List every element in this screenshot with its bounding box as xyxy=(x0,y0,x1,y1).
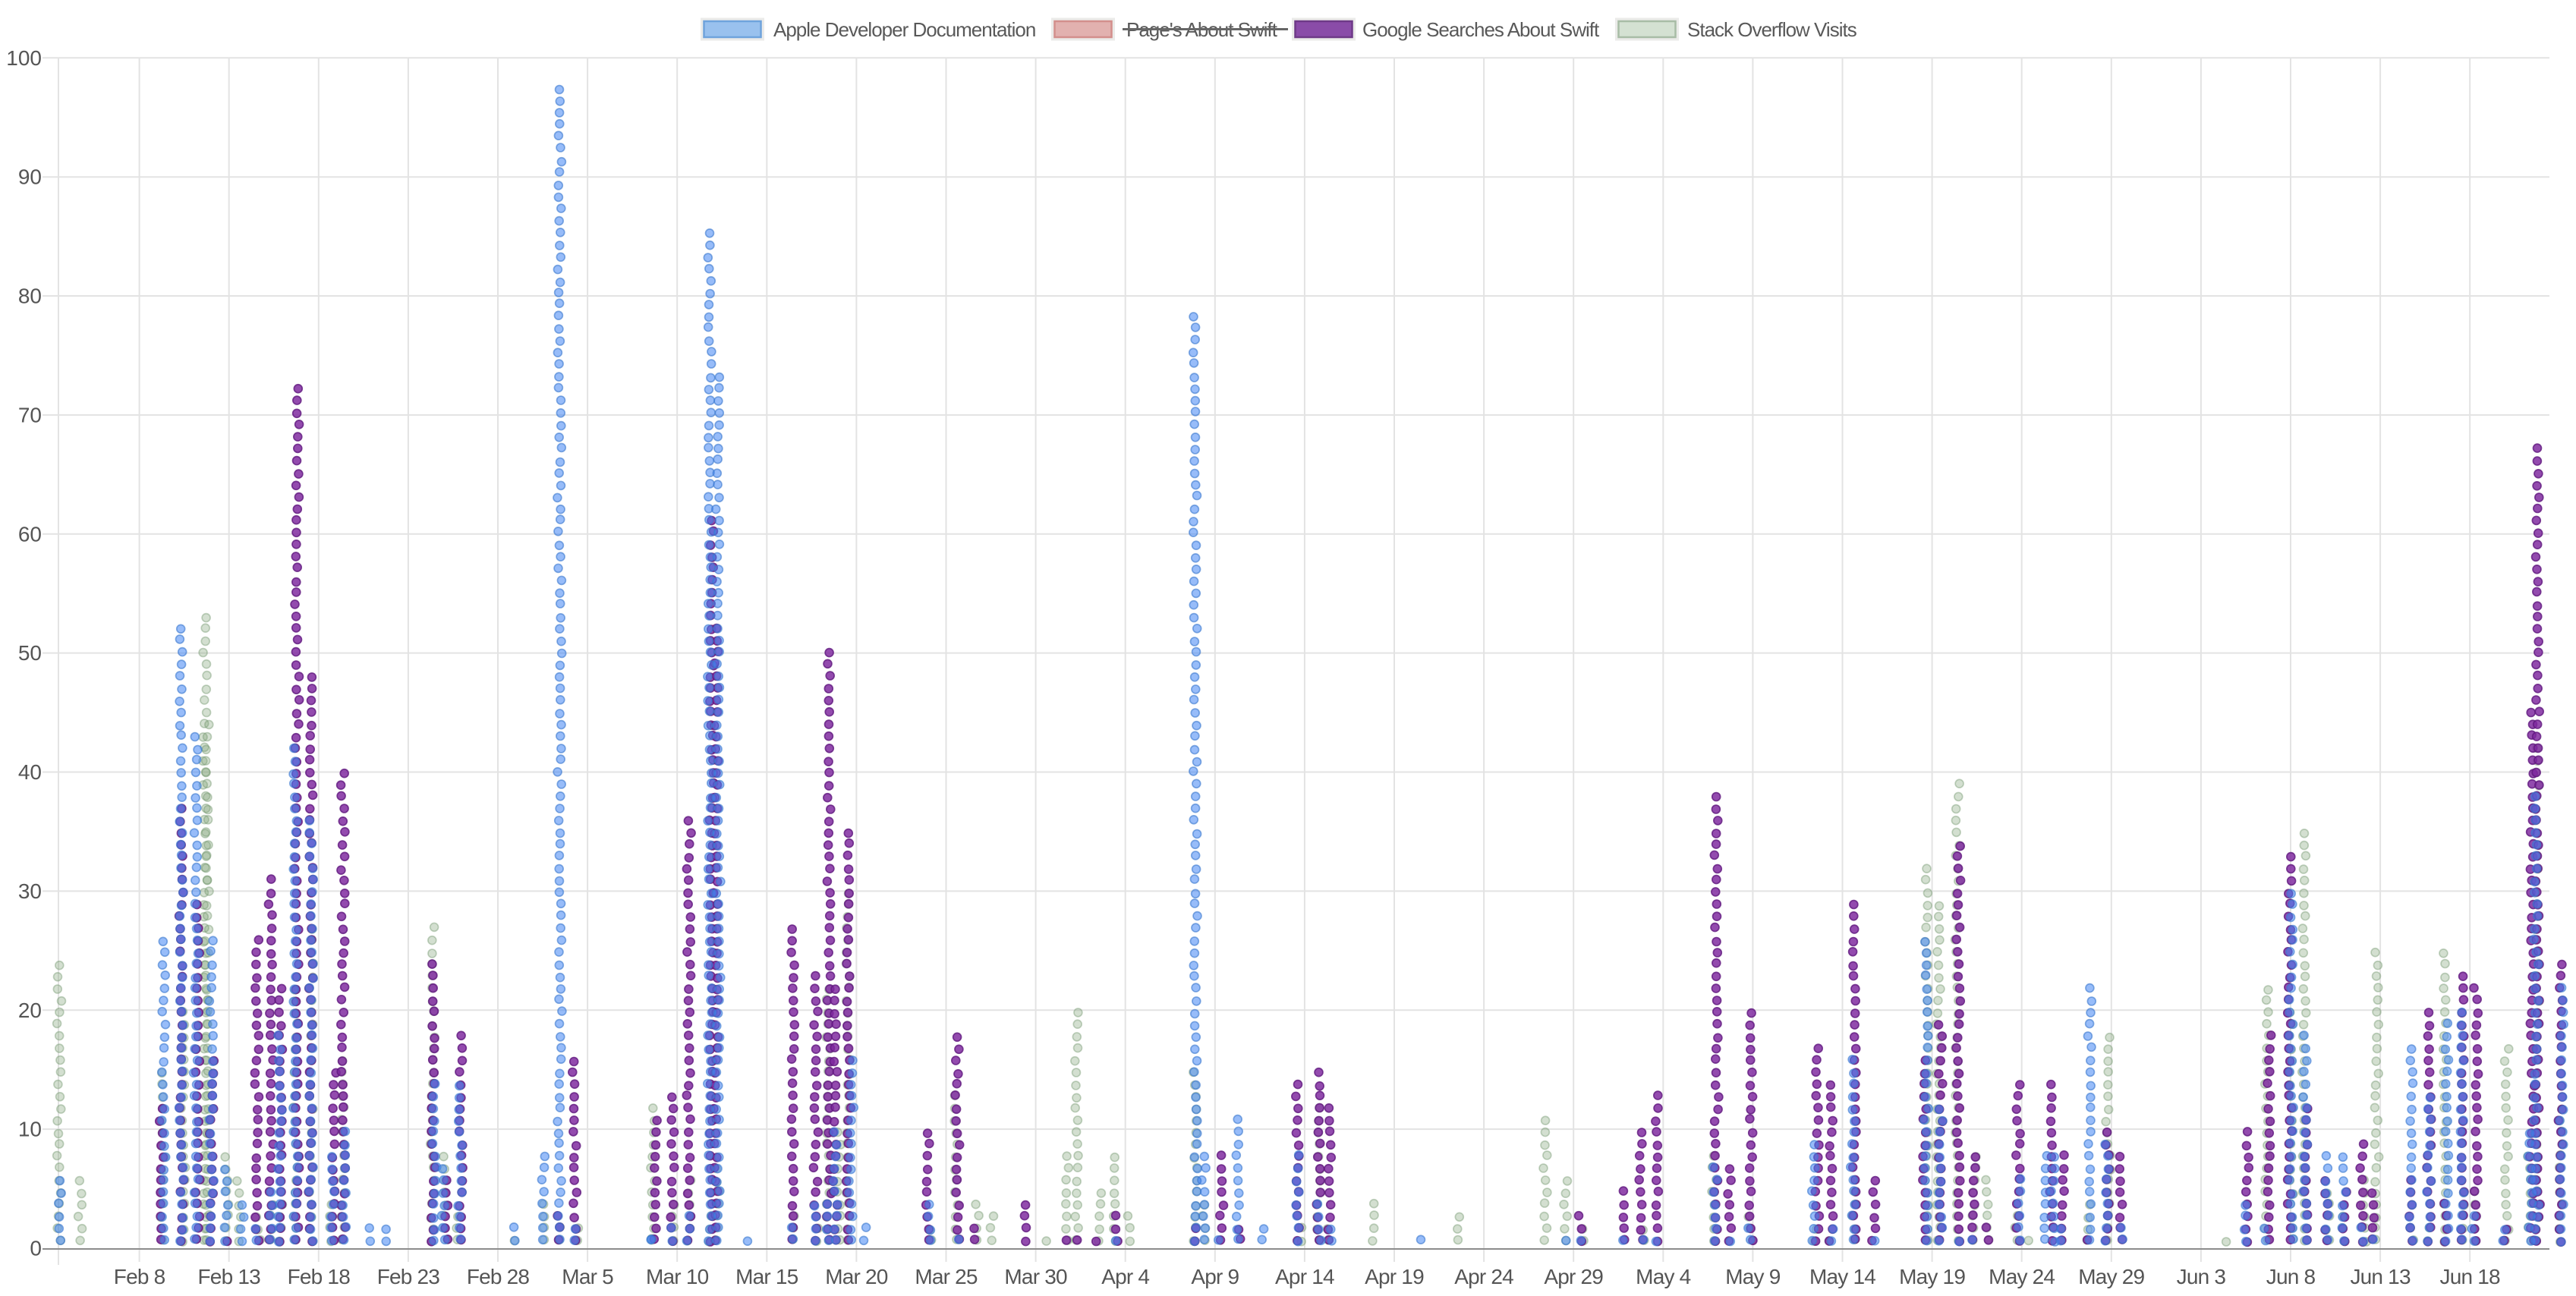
svg-text:80: 80 xyxy=(18,285,42,308)
svg-text:May 4: May 4 xyxy=(1636,1265,1690,1288)
svg-text:Feb 28: Feb 28 xyxy=(467,1265,530,1288)
svg-text:40: 40 xyxy=(18,760,42,784)
svg-text:Mar 30: Mar 30 xyxy=(1004,1265,1067,1288)
svg-text:May 9: May 9 xyxy=(1725,1265,1780,1288)
svg-text:Jun 13: Jun 13 xyxy=(2350,1265,2410,1288)
svg-text:60: 60 xyxy=(18,522,42,546)
svg-text:100: 100 xyxy=(6,46,42,70)
svg-text:Google Searches About Swift: Google Searches About Swift xyxy=(1362,18,1600,41)
svg-text:Apr 9: Apr 9 xyxy=(1191,1265,1239,1288)
svg-text:Apr 19: Apr 19 xyxy=(1365,1265,1424,1288)
svg-text:Mar 15: Mar 15 xyxy=(735,1265,798,1288)
svg-text:May 19: May 19 xyxy=(1899,1265,1965,1288)
svg-text:Apr 4: Apr 4 xyxy=(1101,1265,1149,1288)
svg-text:Mar 10: Mar 10 xyxy=(646,1265,709,1288)
svg-text:50: 50 xyxy=(18,641,42,665)
svg-text:Jun 3: Jun 3 xyxy=(2177,1265,2226,1288)
svg-text:Feb 18: Feb 18 xyxy=(288,1265,351,1288)
svg-text:Apr 24: Apr 24 xyxy=(1454,1265,1513,1288)
svg-text:70: 70 xyxy=(18,403,42,426)
svg-text:Apple Developer Documentation: Apple Developer Documentation xyxy=(773,18,1035,41)
svg-text:Feb 23: Feb 23 xyxy=(377,1265,440,1288)
svg-text:Jun 8: Jun 8 xyxy=(2266,1265,2316,1288)
svg-text:Feb 13: Feb 13 xyxy=(198,1265,261,1288)
svg-text:20: 20 xyxy=(18,999,42,1022)
svg-text:0: 0 xyxy=(30,1237,42,1260)
svg-text:Mar 5: Mar 5 xyxy=(562,1265,613,1288)
svg-text:Jun 18: Jun 18 xyxy=(2440,1265,2500,1288)
svg-text:90: 90 xyxy=(18,165,42,189)
svg-text:Stack Overflow Visits: Stack Overflow Visits xyxy=(1687,18,1857,41)
svg-text:Mar 20: Mar 20 xyxy=(825,1265,888,1288)
svg-text:May 14: May 14 xyxy=(1809,1265,1875,1288)
svg-text:May 24: May 24 xyxy=(1989,1265,2055,1288)
svg-text:30: 30 xyxy=(18,879,42,903)
svg-text:Mar 25: Mar 25 xyxy=(915,1265,978,1288)
svg-text:May 29: May 29 xyxy=(2078,1265,2144,1288)
svg-text:Apr 14: Apr 14 xyxy=(1275,1265,1334,1288)
svg-text:Apr 29: Apr 29 xyxy=(1544,1265,1603,1288)
svg-text:10: 10 xyxy=(18,1118,42,1141)
svg-text:Feb 8: Feb 8 xyxy=(114,1265,165,1288)
